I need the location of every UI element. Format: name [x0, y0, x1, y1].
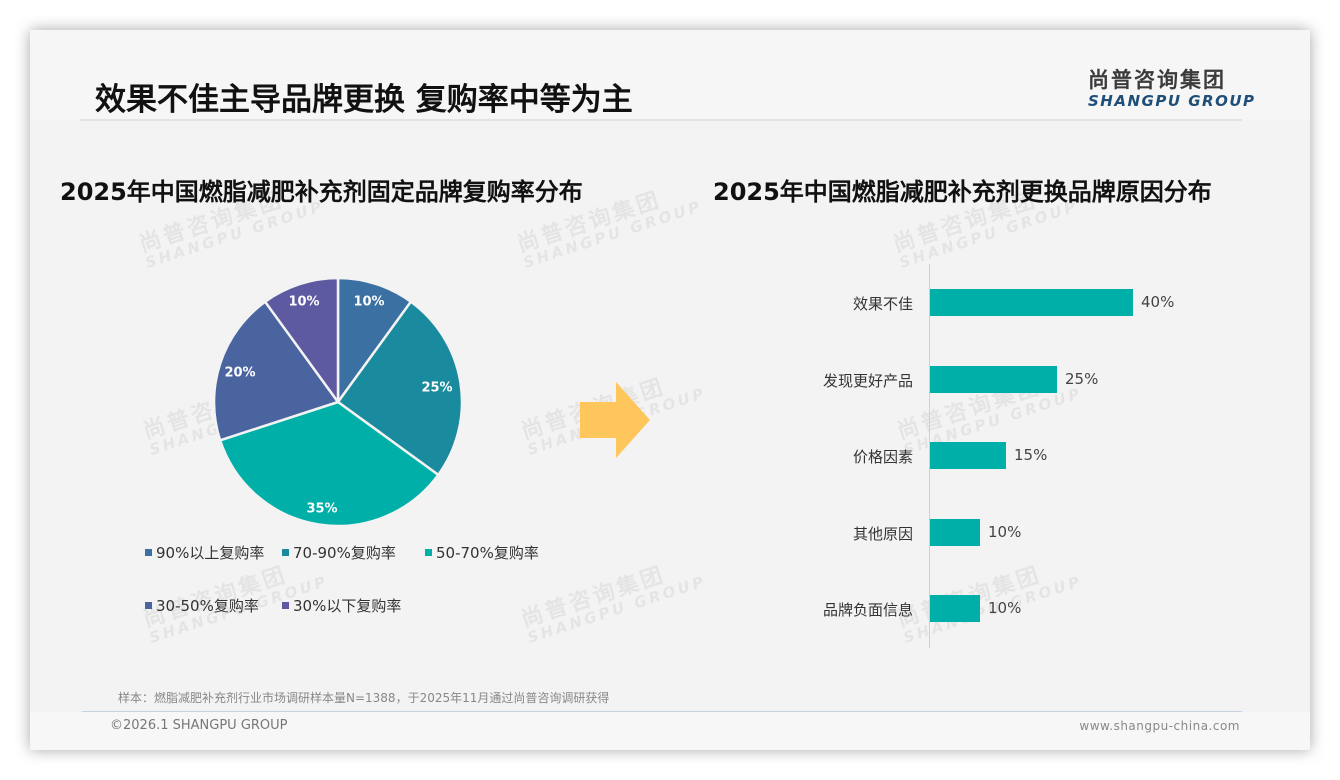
arrow-right-icon [580, 382, 650, 462]
company-logo: 尚普咨询集团 SHANGPU GROUP [1088, 64, 1256, 110]
header-band [30, 30, 1310, 120]
pie-chart-title: 2025年中国燃脂减肥补充剂固定品牌复购率分布 [60, 178, 583, 206]
bar-value-label: 40% [1141, 293, 1175, 311]
legend-swatch [282, 549, 289, 556]
pie-label-50-70: 35% [306, 501, 338, 517]
legend-item-90-plus: 90%以上复购率 [145, 542, 264, 563]
page-title: 效果不佳主导品牌更换 复购率中等为主 [95, 82, 633, 118]
bar-category-label: 效果不佳 [852, 295, 913, 313]
bar-category-label: 价格因素 [852, 448, 913, 466]
logo-cn-text: 尚普咨询集团 [1088, 68, 1226, 92]
pie-slice-50-70 [218, 400, 440, 528]
legend-swatch [425, 549, 432, 556]
bar-value-label: 15% [1014, 446, 1048, 464]
legend-item-70-90: 70-90%复购率 [282, 542, 396, 563]
bar-chart-title: 2025年中国燃脂减肥补充剂更换品牌原因分布 [713, 178, 1212, 206]
bar-category-label: 品牌负面信息 [822, 601, 913, 619]
slide: 效果不佳主导品牌更换 复购率中等为主 尚普咨询集团 SHANGPU GROUP … [30, 30, 1310, 750]
bar [930, 289, 1133, 316]
pie-label-70-90: 25% [421, 380, 453, 396]
pie-slice-below-30 [263, 276, 340, 404]
legend-item-30-50: 30-50%复购率 [145, 595, 259, 616]
title-divider [80, 119, 1242, 121]
pie-slice-30-50 [212, 300, 340, 442]
legend-item-50-70: 50-70%复购率 [425, 542, 539, 563]
pie-slice-90-plus [336, 276, 413, 404]
website-link[interactable]: www.shangpu-china.com [1079, 719, 1240, 733]
pie-label-below-30: 10% [288, 294, 320, 310]
footer-band [30, 712, 1310, 750]
bar [930, 595, 980, 622]
pie-chart-graphic [212, 276, 464, 528]
bar [930, 366, 1057, 393]
footer-divider [82, 711, 1242, 712]
bar [930, 519, 980, 546]
bar [930, 442, 1006, 469]
copyright-text: ©2026.1 SHANGPU GROUP [110, 718, 288, 733]
legend-swatch [145, 602, 152, 609]
bar-category-label: 其他原因 [852, 525, 913, 543]
legend-swatch [282, 602, 289, 609]
bar-value-label: 10% [988, 523, 1022, 541]
bar-category-label: 发现更好产品 [822, 372, 913, 390]
pie-label-90-plus: 10% [353, 294, 385, 310]
pie-chart: 10% 25% 35% 20% 10% [212, 276, 464, 528]
bar-value-label: 10% [988, 599, 1022, 617]
pie-label-30-50: 20% [224, 365, 256, 381]
sample-note: 样本：燃脂减肥补充剂行业市场调研样本量N=1388，于2025年11月通过尚普咨… [118, 691, 610, 705]
bar-chart-axis [929, 264, 930, 648]
bar-value-label: 25% [1065, 370, 1099, 388]
legend-item-below-30: 30%以下复购率 [282, 595, 401, 616]
pie-slice-70-90 [336, 300, 464, 477]
legend-swatch [145, 549, 152, 556]
logo-en-text: SHANGPU GROUP [1088, 92, 1256, 110]
